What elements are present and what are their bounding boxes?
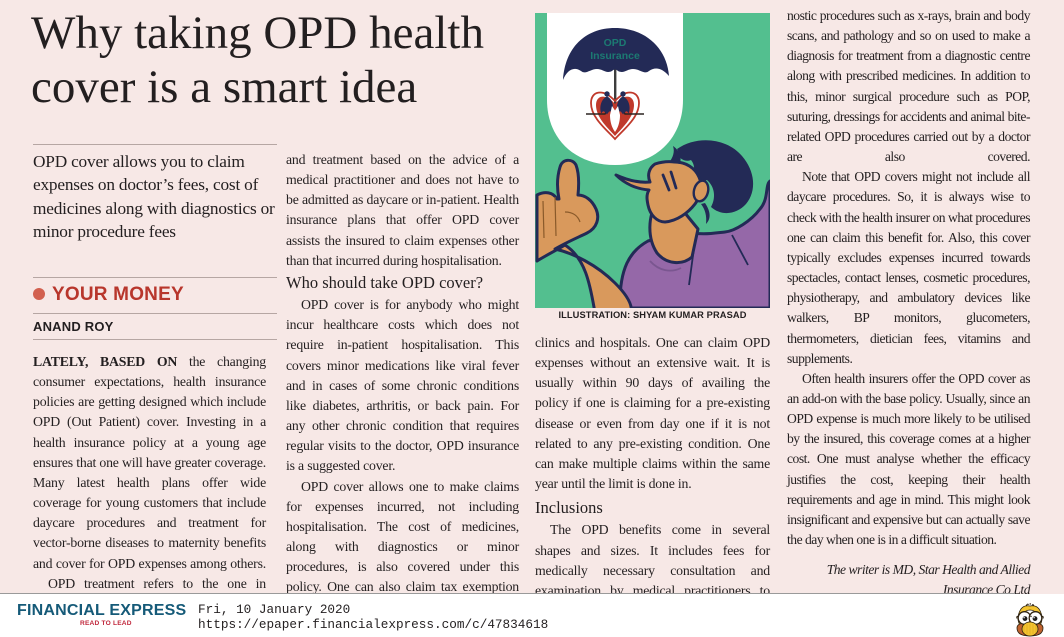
svg-text:Insurance: Insurance: [590, 50, 640, 62]
svg-text:OPD: OPD: [604, 37, 627, 49]
